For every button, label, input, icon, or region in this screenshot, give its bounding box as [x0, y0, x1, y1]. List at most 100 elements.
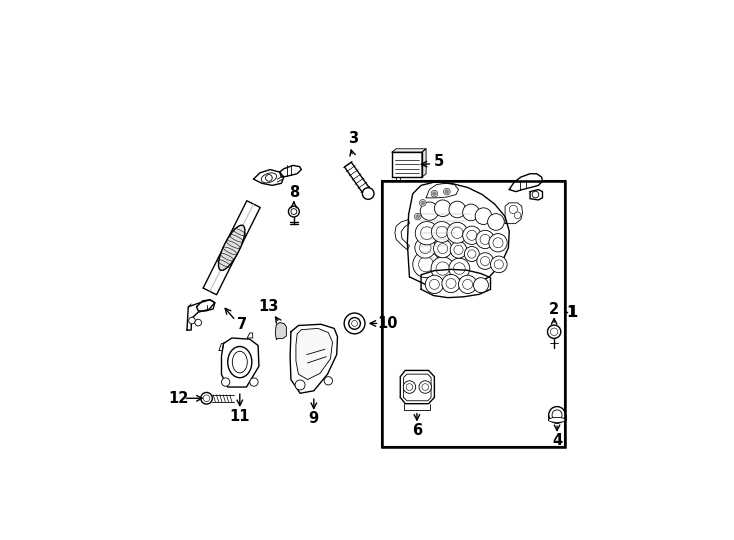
Polygon shape [422, 149, 426, 177]
Polygon shape [505, 203, 523, 224]
Circle shape [434, 239, 452, 258]
Polygon shape [203, 201, 261, 295]
Ellipse shape [219, 225, 245, 271]
Circle shape [447, 222, 468, 243]
Circle shape [189, 317, 195, 324]
Polygon shape [404, 404, 430, 410]
Text: 10: 10 [377, 316, 398, 331]
Polygon shape [296, 328, 333, 380]
Circle shape [363, 188, 374, 199]
Polygon shape [407, 182, 509, 287]
Circle shape [419, 381, 432, 393]
Text: 4: 4 [552, 433, 562, 448]
Circle shape [450, 241, 467, 258]
Circle shape [344, 313, 365, 334]
Circle shape [468, 250, 476, 258]
Circle shape [422, 384, 429, 390]
Circle shape [437, 244, 448, 254]
Circle shape [352, 321, 357, 326]
Circle shape [406, 384, 413, 390]
Text: 12: 12 [168, 391, 189, 406]
Bar [382, 181, 565, 447]
Circle shape [266, 174, 272, 181]
Circle shape [431, 257, 454, 280]
Text: 7: 7 [237, 317, 247, 332]
Circle shape [477, 253, 493, 269]
Circle shape [449, 258, 470, 279]
Circle shape [288, 206, 299, 217]
Polygon shape [280, 165, 302, 177]
Circle shape [552, 410, 562, 420]
Circle shape [413, 251, 440, 278]
Circle shape [443, 188, 450, 195]
Circle shape [250, 378, 258, 386]
Ellipse shape [228, 347, 252, 377]
Circle shape [442, 274, 460, 293]
Circle shape [432, 221, 452, 242]
Circle shape [475, 208, 492, 225]
Polygon shape [290, 324, 338, 393]
Polygon shape [400, 370, 435, 404]
Circle shape [324, 377, 333, 385]
Polygon shape [247, 333, 252, 338]
Circle shape [462, 279, 473, 289]
Polygon shape [253, 170, 284, 185]
Polygon shape [219, 343, 224, 350]
Text: 5: 5 [435, 154, 445, 169]
Circle shape [465, 246, 479, 261]
Circle shape [421, 202, 438, 220]
Circle shape [459, 275, 477, 294]
Circle shape [433, 192, 436, 195]
Circle shape [415, 238, 436, 258]
Text: 6: 6 [412, 423, 422, 438]
Polygon shape [275, 322, 286, 339]
Circle shape [349, 318, 360, 329]
Circle shape [446, 279, 456, 288]
Circle shape [481, 256, 490, 266]
Circle shape [550, 328, 558, 335]
Circle shape [473, 278, 488, 293]
Circle shape [548, 325, 561, 339]
Circle shape [549, 407, 565, 423]
Circle shape [421, 201, 424, 205]
Circle shape [295, 380, 305, 390]
Text: 1: 1 [567, 305, 577, 320]
Circle shape [291, 208, 297, 214]
Circle shape [509, 205, 517, 214]
Polygon shape [509, 174, 542, 192]
Circle shape [454, 263, 465, 274]
Circle shape [436, 226, 448, 238]
Circle shape [429, 279, 440, 289]
Polygon shape [197, 300, 215, 311]
Circle shape [203, 395, 210, 402]
Circle shape [446, 190, 448, 193]
Circle shape [494, 260, 504, 269]
Text: 8: 8 [288, 185, 299, 200]
Circle shape [454, 245, 463, 254]
Ellipse shape [232, 352, 247, 373]
Circle shape [490, 256, 507, 273]
Ellipse shape [261, 173, 277, 183]
Text: 11: 11 [230, 409, 250, 424]
Circle shape [419, 199, 426, 206]
Circle shape [467, 230, 477, 240]
Polygon shape [344, 162, 371, 196]
Polygon shape [222, 338, 259, 387]
Circle shape [489, 234, 507, 252]
Circle shape [476, 230, 494, 248]
Polygon shape [392, 152, 422, 177]
Circle shape [418, 257, 434, 272]
Circle shape [415, 213, 421, 220]
Text: 13: 13 [258, 299, 278, 314]
Circle shape [195, 319, 202, 326]
Circle shape [431, 191, 437, 197]
Circle shape [416, 215, 419, 218]
Circle shape [435, 200, 451, 217]
Text: 2: 2 [549, 302, 559, 317]
Circle shape [415, 221, 438, 245]
Circle shape [436, 262, 449, 275]
Circle shape [449, 201, 465, 218]
Polygon shape [421, 269, 490, 298]
Polygon shape [392, 149, 426, 152]
Ellipse shape [548, 417, 566, 422]
